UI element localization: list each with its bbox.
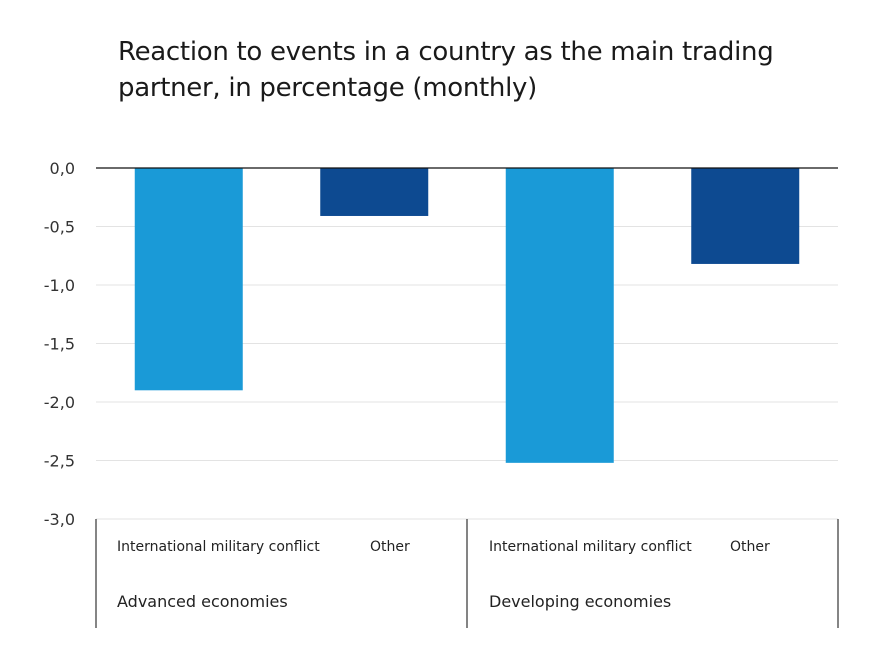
y-tick-label: -1,0 xyxy=(44,276,75,295)
bar xyxy=(134,168,243,391)
bar xyxy=(691,168,800,264)
y-tick-label: -2,0 xyxy=(44,393,75,412)
x-group-label: Developing economies xyxy=(489,592,671,611)
x-category-label: Other xyxy=(730,539,770,555)
x-category-label: International military conflict xyxy=(489,539,692,555)
x-category-label: International military conflict xyxy=(117,539,320,555)
x-group-label: Advanced economies xyxy=(117,592,288,611)
chart-title: Reaction to events in a country as the m… xyxy=(118,37,774,103)
y-tick-label: 0,0 xyxy=(50,159,75,178)
bar xyxy=(505,168,614,463)
y-tick-label: -1,5 xyxy=(44,335,75,354)
x-category-label: Other xyxy=(370,539,410,555)
y-tick-label: -2,5 xyxy=(44,452,75,471)
y-tick-label: -0,5 xyxy=(44,218,75,237)
y-tick-label: -3,0 xyxy=(44,510,75,529)
bar xyxy=(320,168,429,216)
